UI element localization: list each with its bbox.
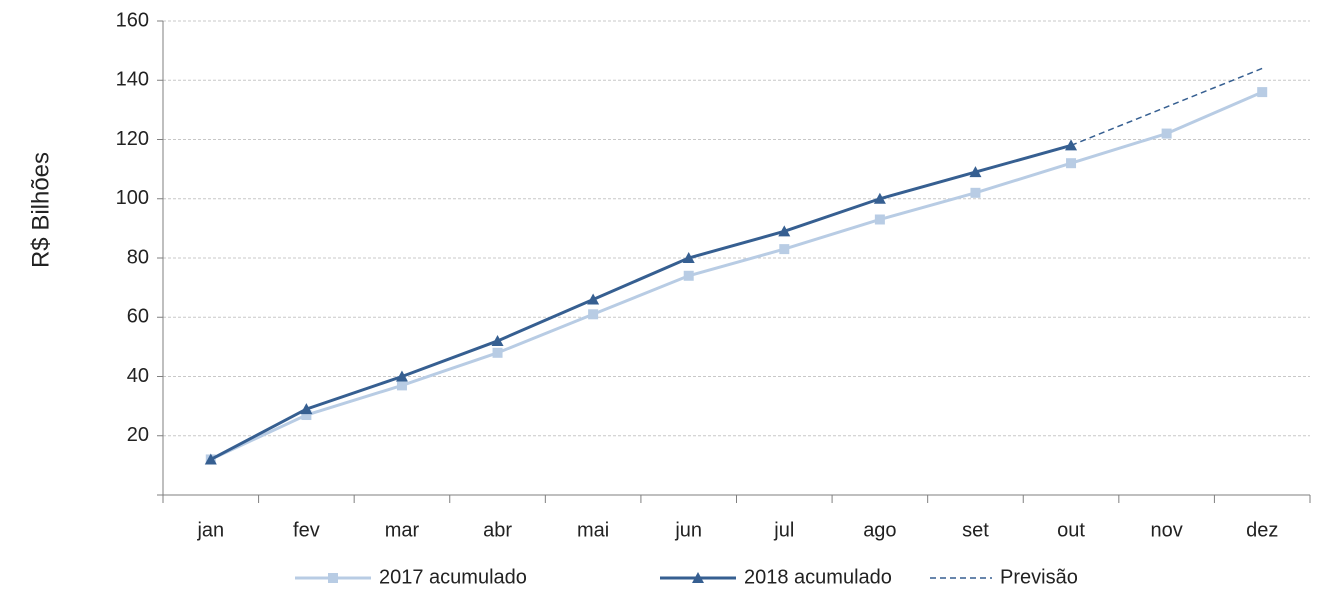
legend-label: 2018 acumulado xyxy=(744,566,892,588)
y-tick-label: 140 xyxy=(116,69,149,91)
marker xyxy=(204,453,217,465)
x-tick-label: out xyxy=(1057,519,1085,541)
y-tick-label: 120 xyxy=(116,128,149,150)
y-tick-label: 20 xyxy=(127,424,149,446)
x-tick-label: nov xyxy=(1151,519,1183,541)
legend-label: Previsão xyxy=(1000,566,1078,588)
marker xyxy=(969,166,982,178)
marker xyxy=(874,214,885,225)
marker xyxy=(301,410,312,421)
x-tick-label: ago xyxy=(863,519,896,541)
marker xyxy=(873,192,886,204)
legend-label: 2017 acumulado xyxy=(379,566,527,588)
series-line xyxy=(210,90,1263,461)
marker xyxy=(492,347,503,358)
marker xyxy=(683,270,694,281)
y-axis-label: R$ Bilhões xyxy=(27,152,54,268)
marker xyxy=(970,187,981,198)
marker xyxy=(778,225,791,237)
series-line xyxy=(1070,67,1263,147)
x-tick-label: set xyxy=(962,519,989,541)
legend-marker xyxy=(328,573,338,583)
marker xyxy=(1066,158,1077,169)
marker xyxy=(1257,87,1268,98)
x-tick-label: jun xyxy=(674,519,702,541)
marker xyxy=(300,403,313,415)
legend-marker xyxy=(692,572,704,583)
y-tick-label: 40 xyxy=(127,365,149,387)
marker xyxy=(587,293,600,305)
marker xyxy=(395,370,408,382)
x-tick-label: dez xyxy=(1246,519,1278,541)
marker xyxy=(1161,128,1172,139)
y-tick-label: 100 xyxy=(116,187,149,209)
x-tick-label: fev xyxy=(293,519,320,541)
marker xyxy=(491,334,504,346)
series-line xyxy=(210,143,1072,461)
x-tick-label: jul xyxy=(773,519,794,541)
marker xyxy=(396,380,407,391)
marker xyxy=(682,252,695,263)
x-tick-label: mai xyxy=(577,519,609,541)
y-tick-label: 60 xyxy=(127,306,149,328)
y-tick-label: 160 xyxy=(116,9,149,31)
marker xyxy=(779,244,790,255)
marker xyxy=(588,309,599,320)
y-tick-label: 80 xyxy=(127,246,149,268)
x-tick-label: abr xyxy=(483,519,512,541)
x-tick-label: jan xyxy=(196,519,224,541)
x-tick-label: mar xyxy=(385,519,420,541)
